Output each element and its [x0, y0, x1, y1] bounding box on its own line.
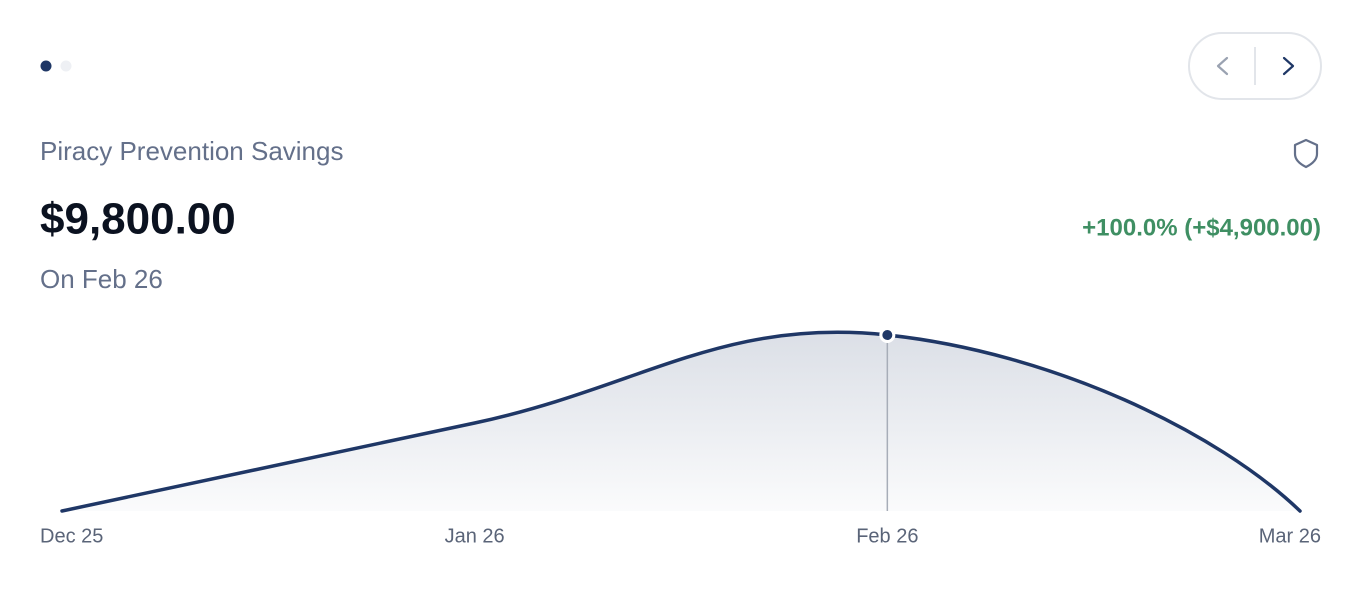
x-tick-label: Feb 26 — [856, 525, 918, 547]
card-title: Piracy Prevention Savings — [40, 136, 343, 166]
amount: $9,800.00 — [40, 195, 236, 244]
x-tick-label: Dec 25 — [40, 525, 103, 547]
change: +100.0% (+$4,900.00) — [1082, 214, 1321, 241]
page-dot-active[interactable] — [40, 60, 52, 72]
next-button[interactable] — [1282, 56, 1295, 76]
hover-point — [879, 327, 896, 343]
x-tick-label: Mar 26 — [1259, 525, 1321, 547]
nav-buttons — [1188, 32, 1322, 100]
x-tick-label: Jan 26 — [445, 525, 505, 547]
prev-button[interactable] — [1216, 56, 1229, 76]
shield-icon[interactable] — [1293, 138, 1319, 169]
area-fill — [62, 332, 1300, 511]
page-dot[interactable] — [60, 60, 72, 72]
line — [60, 330, 1302, 513]
date-label: On Feb 26 — [40, 264, 163, 294]
